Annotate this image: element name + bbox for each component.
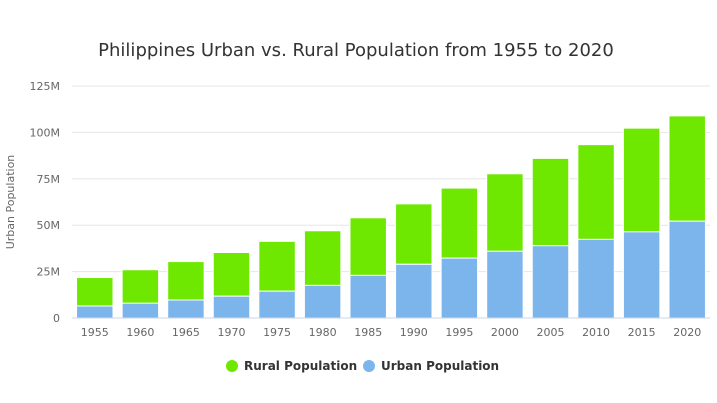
y-tick-label: 75M [37,173,61,186]
bars [76,115,706,319]
x-tick-label: 1970 [218,326,246,339]
legend-item-label[interactable]: Rural Population [244,359,357,373]
x-tick-label: 1985 [354,326,382,339]
chart-title: Philippines Urban vs. Rural Population f… [98,40,614,61]
x-tick-label: 2020 [673,326,701,339]
x-tick-label: 2005 [537,326,565,339]
legend-item-label[interactable]: Urban Population [381,359,499,373]
x-tick-label: 1965 [172,326,200,339]
legend-marker[interactable] [226,360,238,372]
bar-urban-1955[interactable] [76,305,114,319]
y-axis-label: Urban Population [4,155,17,250]
bar-urban-1975[interactable] [258,290,296,319]
x-tick-label: 2010 [582,326,610,339]
bar-rural-2000[interactable] [486,173,524,252]
y-tick-label: 25M [37,266,61,279]
x-axis-ticks: 1955 1960 1965 1970 1975 1980 1985 1990 1995 2000… [81,326,701,339]
bar-urban-1965[interactable] [167,299,205,319]
x-tick-label: 1960 [126,326,154,339]
bar-rural-1970[interactable] [212,251,251,297]
bar-urban-1990[interactable] [395,263,433,319]
bar-rural-2010[interactable] [577,144,615,240]
bar-rural-1955[interactable] [76,277,114,307]
bar-urban-1985[interactable] [349,274,387,319]
bar-rural-2020[interactable] [668,115,706,222]
bar-rural-1990[interactable] [395,203,433,265]
bar-urban-1960[interactable] [121,302,160,319]
legend-marker[interactable] [363,360,375,372]
bar-rural-1960[interactable] [121,269,160,304]
x-tick-label: 2000 [491,326,519,339]
bar-urban-2000[interactable] [486,250,524,319]
x-tick-label: 1995 [445,326,473,339]
y-tick-label: 100M [30,126,61,139]
y-tick-label: 50M [37,219,61,232]
legend[interactable]: Rural Population Urban Population [226,359,499,373]
x-tick-label: 2015 [628,326,656,339]
bar-rural-2005[interactable] [531,157,570,247]
x-tick-label: 1990 [400,326,428,339]
bar-rural-1980[interactable] [303,230,342,286]
bar-urban-2005[interactable] [531,245,570,319]
bar-rural-2015[interactable] [622,127,661,233]
x-tick-label: 1980 [309,326,337,339]
bar-rural-1995[interactable] [440,187,479,259]
bar-urban-1970[interactable] [212,295,251,319]
bar-rural-1965[interactable] [167,261,205,301]
y-axis-ticks: 0 25M 50M 75M 100M 125M [30,80,61,325]
x-tick-label: 1955 [81,326,109,339]
x-tick-label: 1975 [263,326,291,339]
bar-rural-1985[interactable] [349,217,387,276]
bar-urban-1980[interactable] [303,284,342,319]
bar-urban-2010[interactable] [577,238,615,319]
bar-urban-2015[interactable] [622,231,661,319]
y-tick-label: 125M [30,80,61,93]
y-tick-label: 0 [53,312,60,325]
bar-urban-2020[interactable] [668,220,706,319]
bar-rural-1975[interactable] [258,240,296,292]
bar-urban-1995[interactable] [440,257,479,319]
